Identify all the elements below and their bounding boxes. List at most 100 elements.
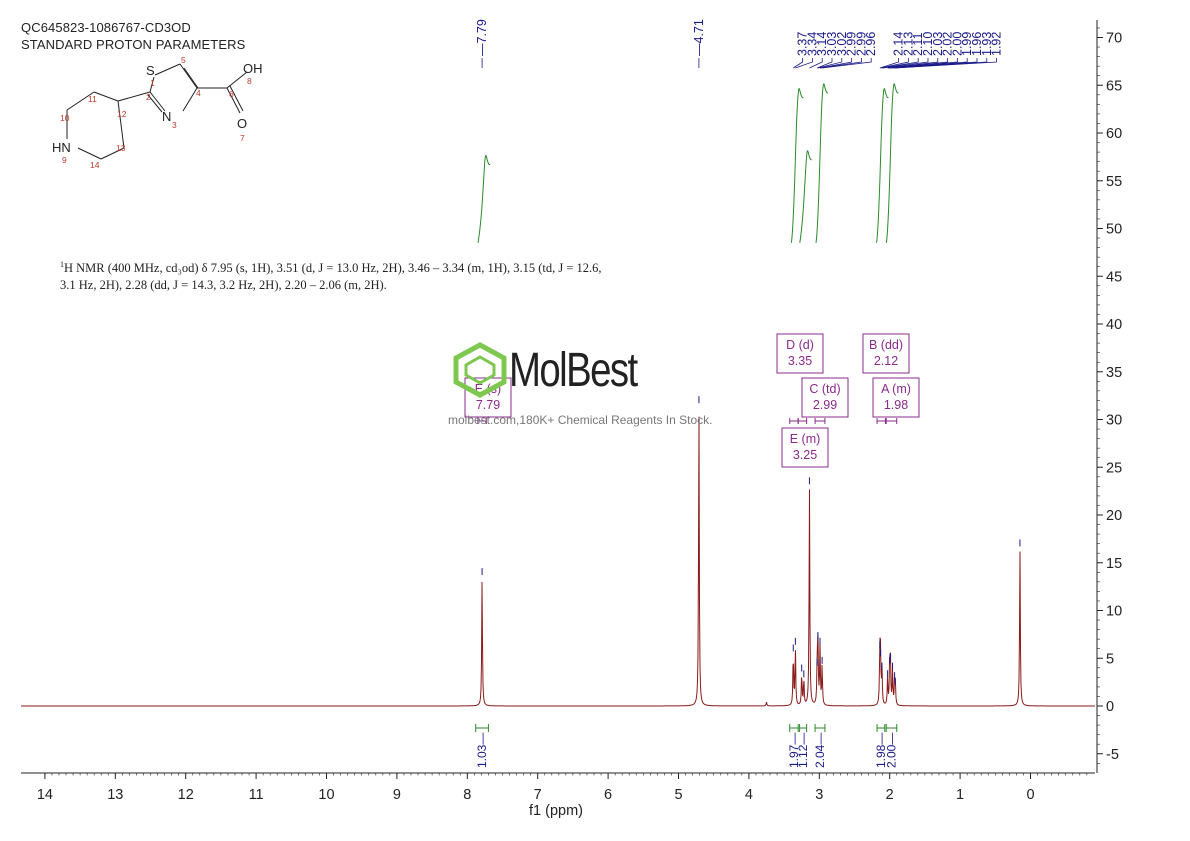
multiplet-shift: 7.79 bbox=[476, 398, 500, 412]
peak-label-connector bbox=[880, 58, 909, 69]
x-tick-label: 6 bbox=[604, 787, 612, 803]
peak-label-text: 3.02 bbox=[835, 32, 849, 56]
peak-label-text: 2.02 bbox=[941, 32, 955, 56]
peak-label-text: 2.11 bbox=[911, 33, 925, 56]
y-tick-label: 0 bbox=[1106, 699, 1114, 715]
x-tick-label: 10 bbox=[318, 787, 334, 803]
x-tick-label: 1 bbox=[956, 787, 964, 803]
atom-number: 14 bbox=[90, 160, 100, 170]
nmr-description: 1H NMR (400 MHz, cd₃od) δ 7.95 (s, 1H), … bbox=[60, 256, 620, 294]
atom-oh: OH bbox=[243, 61, 263, 76]
atom-number: 4 bbox=[196, 88, 201, 98]
molecule-structure: S N OH O HN 1 2 3 4 5 6 7 8 9 10 11 12 1… bbox=[52, 55, 263, 170]
x-tick-label: 5 bbox=[674, 787, 682, 803]
atom-number: 8 bbox=[247, 76, 252, 86]
x-tick-label: 13 bbox=[107, 787, 123, 803]
peak-label-text: 1.96 bbox=[970, 32, 984, 56]
y-tick-label: -5 bbox=[1106, 747, 1119, 763]
peak-label-connector bbox=[817, 58, 833, 69]
peak-label-text: 3.03 bbox=[825, 32, 839, 56]
integration-value: 1.97— bbox=[787, 733, 801, 768]
peak-label-connector bbox=[793, 58, 804, 69]
peak-label-text: 2.13 bbox=[901, 32, 915, 56]
y-tick-label: 70 bbox=[1106, 31, 1122, 47]
atom-number: 7 bbox=[240, 133, 245, 143]
peak-label-connector bbox=[819, 58, 853, 69]
atom-number: 2 bbox=[146, 92, 151, 102]
atom-number: 12 bbox=[117, 109, 127, 119]
y-tick-label: 20 bbox=[1106, 508, 1122, 524]
integrations: 1.03— 1.97—1.12— 2.04— 1.98—2.00— bbox=[475, 724, 898, 768]
atom-number: 13 bbox=[116, 143, 126, 153]
atom-n: N bbox=[162, 109, 171, 124]
atom-o: O bbox=[237, 116, 247, 131]
multiplet-box bbox=[781, 427, 829, 468]
atom-number: 1 bbox=[150, 78, 155, 88]
sample-id: QC645823-1086767-CD3OD bbox=[21, 20, 191, 35]
spectrum-trace bbox=[21, 396, 1095, 707]
molbest-logo-icon bbox=[453, 342, 507, 398]
y-tick-label: 5 bbox=[1106, 651, 1114, 667]
multiplet-shift: 3.35 bbox=[788, 354, 812, 368]
integration-value: 1.03— bbox=[475, 733, 489, 768]
peak-label-text: 2.96 bbox=[864, 32, 878, 56]
x-tick-label: 2 bbox=[886, 787, 894, 803]
peak-label-connector bbox=[881, 58, 919, 69]
atom-number: 11 bbox=[88, 94, 97, 104]
y-tick-label: 50 bbox=[1106, 222, 1122, 238]
x-tick-label: 12 bbox=[178, 787, 194, 803]
y-tick-label: 45 bbox=[1106, 269, 1122, 285]
y-tick-label: 15 bbox=[1106, 556, 1122, 572]
y-tick-label: 25 bbox=[1106, 460, 1122, 476]
peak-label-text: —4.71 bbox=[692, 19, 706, 56]
peak-label-connector bbox=[882, 58, 929, 69]
x-tick-label: 3 bbox=[815, 787, 823, 803]
atom-labels: S N OH O HN bbox=[52, 61, 263, 155]
y-tick-label: 35 bbox=[1106, 365, 1122, 381]
multiplet-boxes: D (d) 3.35 B (dd) 2.12 C (td) 2.99 A (m) 1.98 E … bbox=[464, 333, 920, 468]
integral-curve bbox=[885, 83, 899, 243]
integral-curve bbox=[799, 150, 813, 243]
watermark-text: molbest.com,180K+ Chemical Reagents In S… bbox=[448, 413, 713, 427]
atom-numbers: 1 2 3 4 5 6 7 8 9 10 11 12 13 14 bbox=[60, 55, 252, 170]
y-tick-label: 65 bbox=[1106, 78, 1122, 94]
peak-label-text: 1.93 bbox=[980, 32, 994, 56]
multiplet-shift: 1.98 bbox=[884, 398, 908, 412]
multiplet-label: B (dd) bbox=[869, 338, 903, 352]
x-tick-label: 9 bbox=[393, 787, 401, 803]
x-tick-label: 4 bbox=[745, 787, 753, 803]
integral-curve bbox=[477, 155, 491, 243]
peak-label-text: 2.14 bbox=[892, 32, 906, 56]
spectrum-line bbox=[21, 416, 1095, 707]
peak-label-text: 2.03 bbox=[931, 32, 945, 56]
peak-labels: —7.79 —4.71 3.373.343.143.033.022.992.992.… bbox=[475, 19, 1004, 69]
y-tick-label: 10 bbox=[1106, 604, 1122, 620]
multiplet-label: A (m) bbox=[881, 382, 911, 396]
peak-label-connector bbox=[822, 58, 872, 69]
integral-curves bbox=[477, 83, 899, 243]
y-tick-label: 40 bbox=[1106, 317, 1122, 333]
peak-label-text: 2.10 bbox=[921, 32, 935, 56]
atom-s: S bbox=[146, 63, 155, 78]
x-axis-label: f1 (ppm) bbox=[529, 803, 583, 819]
multiplet-shift: 2.99 bbox=[813, 398, 837, 412]
peak-label-connector bbox=[817, 58, 843, 69]
multiplet-box bbox=[872, 377, 920, 418]
nmr-description-text: H NMR (400 MHz, cd₃od) δ 7.95 (s, 1H), 3… bbox=[60, 261, 602, 293]
peak-label-connector bbox=[809, 58, 823, 69]
integration-value: 2.04— bbox=[813, 733, 827, 768]
multiplet-label: C (td) bbox=[809, 382, 840, 396]
multiplet-box bbox=[776, 333, 824, 374]
multiplet-shift: 3.25 bbox=[793, 448, 817, 462]
peak-label-text: 2.99 bbox=[854, 32, 868, 56]
multiplet-box bbox=[801, 377, 849, 418]
peak-label-text: 3.37 bbox=[796, 32, 810, 56]
x-tick-label: 7 bbox=[534, 787, 542, 803]
atom-number: 3 bbox=[172, 120, 177, 130]
atom-number: 10 bbox=[60, 113, 70, 123]
peak-label-text: 3.34 bbox=[805, 32, 819, 56]
watermark-logo: MolBest bbox=[509, 344, 638, 397]
integration-value: 1.12— bbox=[796, 733, 810, 768]
molecule-bonds bbox=[66, 63, 248, 160]
integration-value: 1.98— bbox=[874, 733, 888, 768]
